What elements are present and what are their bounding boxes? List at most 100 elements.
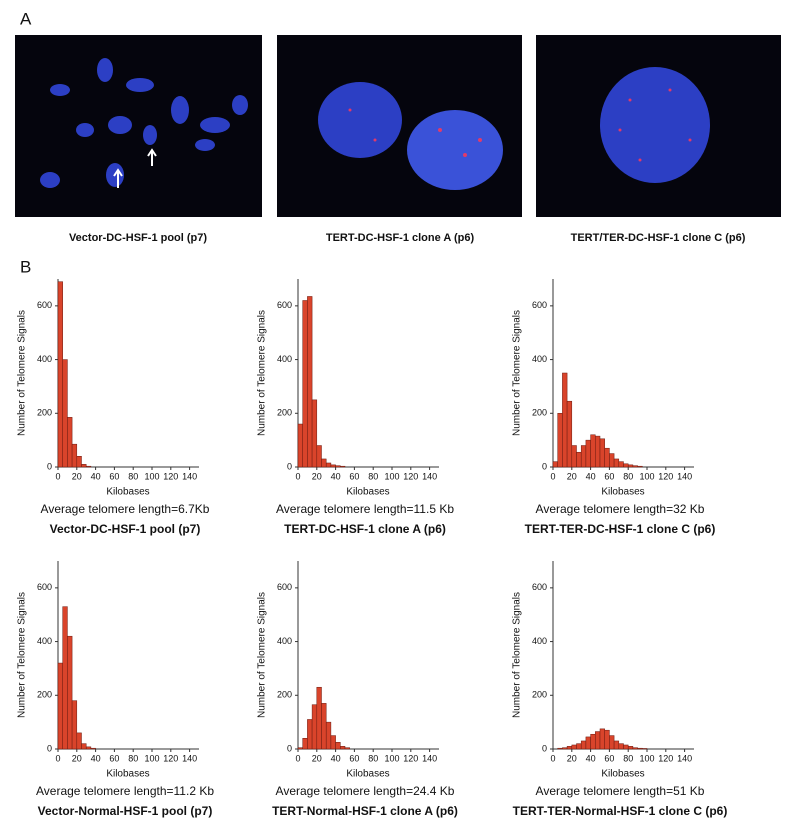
bar <box>71 443 78 468</box>
bar <box>85 465 92 468</box>
bar <box>321 458 327 468</box>
x-axis-label: Kilobases <box>601 769 644 780</box>
x-axis-label: Kilobases <box>106 769 149 780</box>
x-tick-label: 100 <box>639 471 654 481</box>
bar <box>297 423 303 468</box>
x-tick-label: 140 <box>677 753 692 763</box>
y-axis-label: Number of Telomere Signals <box>512 310 523 436</box>
y-tick-label: 200 <box>37 690 52 700</box>
y-axis-label: Number of Telomere Signals <box>17 592 28 718</box>
x-tick-label: 0 <box>550 471 555 481</box>
x-tick-label: 20 <box>567 471 577 481</box>
image-caption: Vector-DC-HSF-1 pool (p7) <box>69 232 207 244</box>
bar <box>307 719 313 750</box>
y-axis-label: Number of Telomere Signals <box>257 310 268 436</box>
x-axis-label: Kilobases <box>346 487 389 498</box>
x-tick-label: 140 <box>677 471 692 481</box>
bar <box>330 464 336 468</box>
bar <box>325 721 332 750</box>
bar <box>590 733 596 750</box>
y-tick-label: 200 <box>37 408 52 418</box>
y-tick-label: 600 <box>277 582 292 592</box>
y-tick-label: 600 <box>277 300 292 310</box>
x-tick-label: 60 <box>349 753 359 763</box>
y-tick-label: 0 <box>287 461 292 471</box>
x-tick-label: 80 <box>128 753 138 763</box>
x-tick-label: 60 <box>604 753 614 763</box>
y-tick-label: 0 <box>542 743 547 753</box>
bar <box>67 417 73 468</box>
bar <box>585 439 591 468</box>
bar <box>62 359 68 468</box>
bar <box>81 743 87 750</box>
x-axis-label: Kilobases <box>346 769 389 780</box>
x-tick-label: 100 <box>384 471 399 481</box>
bar <box>344 747 350 750</box>
y-axis-label: Number of Telomere Signals <box>17 310 28 436</box>
chart-title: TERT-TER-Normal-HSF-1 clone C (p6) <box>513 804 728 818</box>
bar <box>335 465 341 468</box>
bar <box>618 461 624 468</box>
bar <box>580 740 587 750</box>
y-tick-label: 0 <box>542 461 547 471</box>
bar <box>562 747 568 750</box>
x-tick-label: 120 <box>658 471 673 481</box>
chart-title: Vector-Normal-HSF-1 pool (p7) <box>38 804 213 818</box>
bar <box>340 746 346 750</box>
bar <box>609 735 615 750</box>
bar <box>57 662 63 750</box>
bar <box>321 703 327 750</box>
bar <box>316 445 322 468</box>
bar <box>590 434 596 468</box>
bar <box>637 747 643 750</box>
y-tick-label: 400 <box>37 354 52 364</box>
bar <box>335 742 341 750</box>
bar <box>302 738 308 750</box>
y-tick-label: 600 <box>37 300 52 310</box>
y-tick-label: 0 <box>47 461 52 471</box>
x-tick-label: 120 <box>163 471 178 481</box>
x-tick-label: 140 <box>422 471 437 481</box>
x-tick-label: 20 <box>312 753 322 763</box>
bar <box>632 747 638 750</box>
bar <box>609 453 615 468</box>
x-tick-label: 60 <box>349 471 359 481</box>
y-tick-label: 0 <box>47 743 52 753</box>
x-tick-label: 0 <box>55 753 60 763</box>
x-tick-label: 120 <box>403 753 418 763</box>
bar <box>576 451 582 468</box>
bar <box>566 400 573 468</box>
micrograph <box>277 35 522 217</box>
x-tick-label: 140 <box>422 753 437 763</box>
x-tick-label: 40 <box>91 753 101 763</box>
panel-label: B <box>20 257 31 276</box>
bar <box>613 740 620 750</box>
y-tick-label: 400 <box>532 354 547 364</box>
bar <box>599 728 605 750</box>
bar <box>316 686 322 750</box>
chart-subtitle: Average telomere length=24.4 Kb <box>276 784 455 798</box>
chart-subtitle: Average telomere length=11.5 Kb <box>276 502 454 516</box>
x-tick-label: 140 <box>182 471 197 481</box>
chart-subtitle: Average telomere length=11.2 Kb <box>36 784 214 798</box>
x-tick-label: 100 <box>639 753 654 763</box>
bar <box>623 744 629 750</box>
chart-subtitle: Average telomere length=6.7Kb <box>41 502 210 516</box>
x-tick-label: 20 <box>567 753 577 763</box>
bar <box>76 732 82 750</box>
bar <box>580 445 587 468</box>
bar <box>618 743 624 750</box>
bar <box>552 461 558 468</box>
x-tick-label: 40 <box>331 471 341 481</box>
bar <box>576 743 582 750</box>
x-tick-label: 40 <box>586 753 596 763</box>
bar <box>595 731 601 750</box>
x-tick-label: 120 <box>658 753 673 763</box>
bar <box>613 458 620 468</box>
chart-subtitle: Average telomere length=32 Kb <box>536 502 705 516</box>
bar <box>311 704 318 750</box>
x-axis-label: Kilobases <box>601 487 644 498</box>
bar <box>566 746 573 750</box>
chart-subtitle: Average telomere length=51 Kb <box>536 784 705 798</box>
